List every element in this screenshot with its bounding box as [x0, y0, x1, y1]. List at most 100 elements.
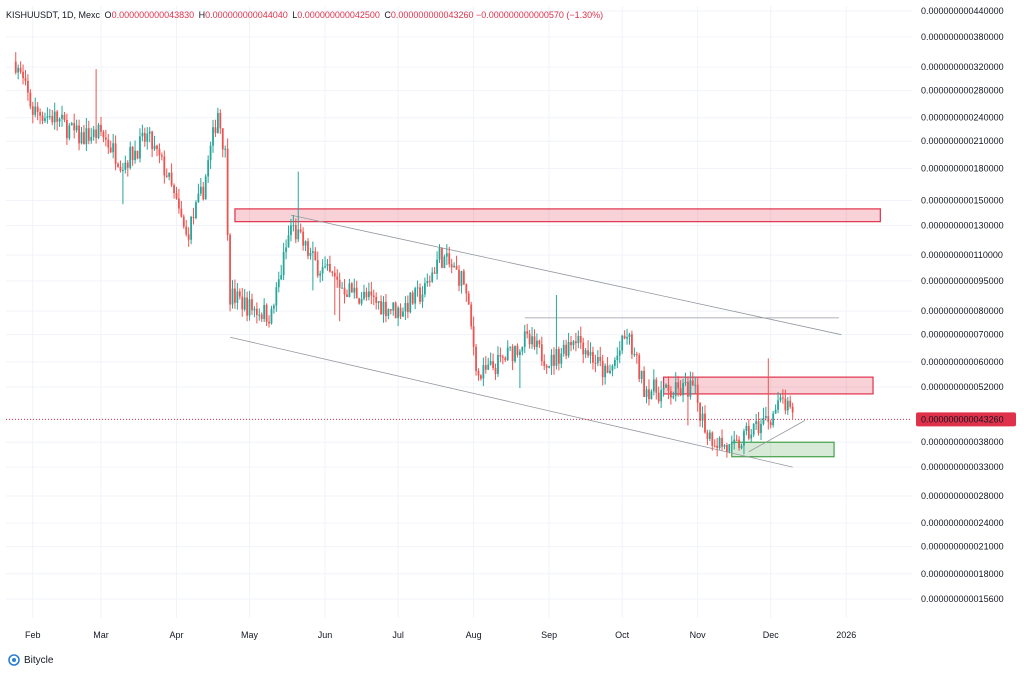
candle-body — [238, 291, 241, 297]
candle-body — [377, 301, 380, 303]
candle — [677, 375, 680, 397]
candle — [618, 341, 621, 364]
candle-body — [75, 125, 78, 131]
candle — [645, 386, 648, 404]
candle-body — [626, 336, 628, 339]
candle-body — [380, 301, 382, 315]
candle-body — [774, 409, 777, 414]
support-trend-line[interactable] — [748, 420, 806, 453]
candle-body — [382, 301, 385, 315]
candle — [122, 162, 124, 205]
candle-body — [119, 166, 122, 171]
candle — [589, 342, 592, 364]
candle — [458, 264, 460, 292]
y-tick-label: 0.000000000130000 — [921, 221, 1004, 231]
symbol-label[interactable]: KISHUUSDT, 1D, Mexc — [6, 10, 101, 20]
candle-body — [221, 128, 224, 150]
candle — [477, 368, 480, 381]
candle — [431, 267, 434, 283]
candle — [596, 350, 599, 367]
candle-body — [618, 350, 621, 356]
candle — [426, 273, 429, 287]
channel-upper-line[interactable] — [290, 214, 842, 336]
supply-zone-upper[interactable] — [234, 208, 881, 223]
low-key: L — [292, 10, 298, 20]
candle — [185, 220, 188, 237]
candle — [601, 354, 604, 386]
candle-body — [480, 375, 482, 379]
candle-body — [438, 248, 441, 260]
candle — [631, 330, 633, 359]
candle — [687, 377, 689, 426]
candle — [760, 418, 762, 441]
candle — [699, 402, 702, 427]
candle-body — [290, 225, 292, 236]
demand-zone[interactable] — [731, 441, 835, 458]
candle — [294, 218, 297, 244]
candle-body — [304, 241, 307, 246]
candle-body — [367, 291, 370, 298]
candle-body — [324, 266, 326, 268]
candle-body — [555, 349, 558, 366]
candle — [577, 330, 580, 349]
channel-lower-line[interactable] — [229, 336, 793, 468]
candle — [779, 393, 782, 403]
candle — [786, 396, 789, 415]
candle — [287, 225, 290, 248]
candle — [667, 376, 670, 400]
candle-body — [684, 381, 687, 384]
candle — [224, 145, 227, 158]
candle — [131, 146, 134, 166]
candle-body — [667, 384, 670, 392]
candle-body — [83, 132, 85, 145]
candle-body — [414, 288, 417, 304]
candle-body — [178, 198, 180, 209]
candle — [199, 177, 202, 196]
candle — [377, 300, 380, 310]
candle — [226, 138, 229, 241]
y-tick-label: 0.000000000180000 — [921, 163, 1004, 173]
candle — [419, 283, 421, 305]
candle — [424, 277, 426, 298]
candle-body — [102, 131, 105, 138]
candle — [41, 111, 44, 125]
y-tick-label: 0.000000000028000 — [921, 491, 1004, 501]
candle-body — [769, 422, 772, 426]
candle — [124, 155, 127, 174]
candle — [453, 262, 456, 268]
candle-body — [784, 398, 787, 411]
candle-body — [424, 283, 426, 295]
candle-body — [117, 163, 119, 167]
candle-body — [182, 216, 185, 227]
candle-body — [518, 351, 521, 356]
candle — [311, 241, 314, 291]
time-axis[interactable]: Feb Mar Apr May Jun Jul Aug Sep Oct Nov Dec 2026 — [25, 630, 856, 640]
candle — [387, 308, 390, 320]
candle — [326, 258, 329, 271]
candle — [321, 259, 324, 281]
candle-body — [22, 71, 24, 79]
candle-body — [533, 336, 536, 348]
candle-body — [584, 350, 587, 355]
candle-body — [450, 264, 453, 268]
candle — [553, 347, 555, 375]
candle — [238, 288, 241, 300]
candle — [382, 296, 385, 323]
candle-body — [85, 128, 88, 145]
candle — [484, 356, 487, 374]
candle-body — [677, 382, 680, 389]
price-axis[interactable]: 0.000000000440000 0.000000000380000 0.0000… — [921, 6, 1004, 604]
candle — [640, 370, 643, 384]
candle-body — [343, 287, 346, 295]
candle-body — [484, 365, 487, 370]
candle — [363, 284, 365, 301]
candle-body — [562, 344, 565, 354]
candle — [404, 296, 407, 320]
y-tick-label: 0.000000000052000 — [921, 382, 1004, 392]
candle-body — [394, 302, 397, 319]
open-value: 0.000000000043830 — [111, 10, 195, 20]
candle — [78, 119, 80, 151]
candle — [365, 287, 368, 301]
candle-body — [109, 147, 112, 153]
